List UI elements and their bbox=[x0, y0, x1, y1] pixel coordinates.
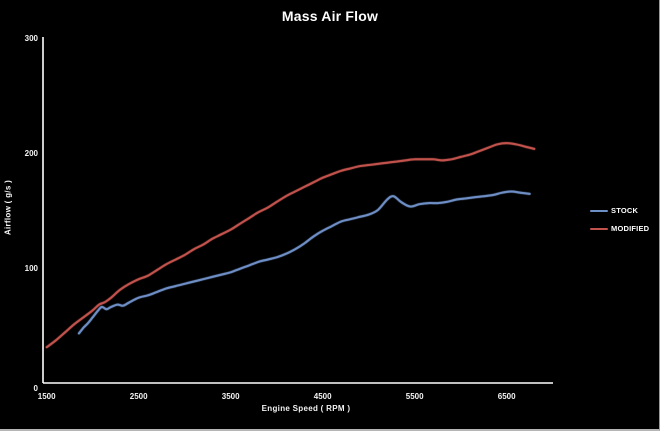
x-axis-title: Engine Speed ( RPM ) bbox=[261, 404, 351, 413]
legend-label: MODIFIED bbox=[611, 224, 650, 233]
chart-title: Mass Air Flow bbox=[281, 8, 379, 24]
y-tick-label: 300 bbox=[24, 33, 38, 43]
series-line-stock bbox=[77, 190, 531, 335]
series-line-modified bbox=[45, 142, 536, 349]
legend-swatch-stock bbox=[590, 209, 608, 212]
y-tick-label: 0 bbox=[33, 383, 38, 393]
x-tick-label: 6500 bbox=[497, 392, 516, 401]
y-tick-label: 200 bbox=[24, 148, 38, 158]
x-tick-label: 2500 bbox=[129, 392, 148, 401]
x-tick-label: 3500 bbox=[221, 392, 240, 401]
legend-item-stock: STOCK bbox=[590, 206, 649, 215]
legend-item-modified: MODIFIED bbox=[590, 224, 649, 233]
legend-label: STOCK bbox=[611, 206, 639, 215]
y-tick-label: 100 bbox=[24, 264, 38, 274]
x-tick-label: 5500 bbox=[405, 392, 424, 401]
x-tick-label: 4500 bbox=[313, 392, 332, 401]
legend: STOCK MODIFIED bbox=[590, 206, 649, 233]
legend-swatch-modified bbox=[590, 227, 608, 230]
x-tick-label: 1500 bbox=[37, 392, 56, 401]
